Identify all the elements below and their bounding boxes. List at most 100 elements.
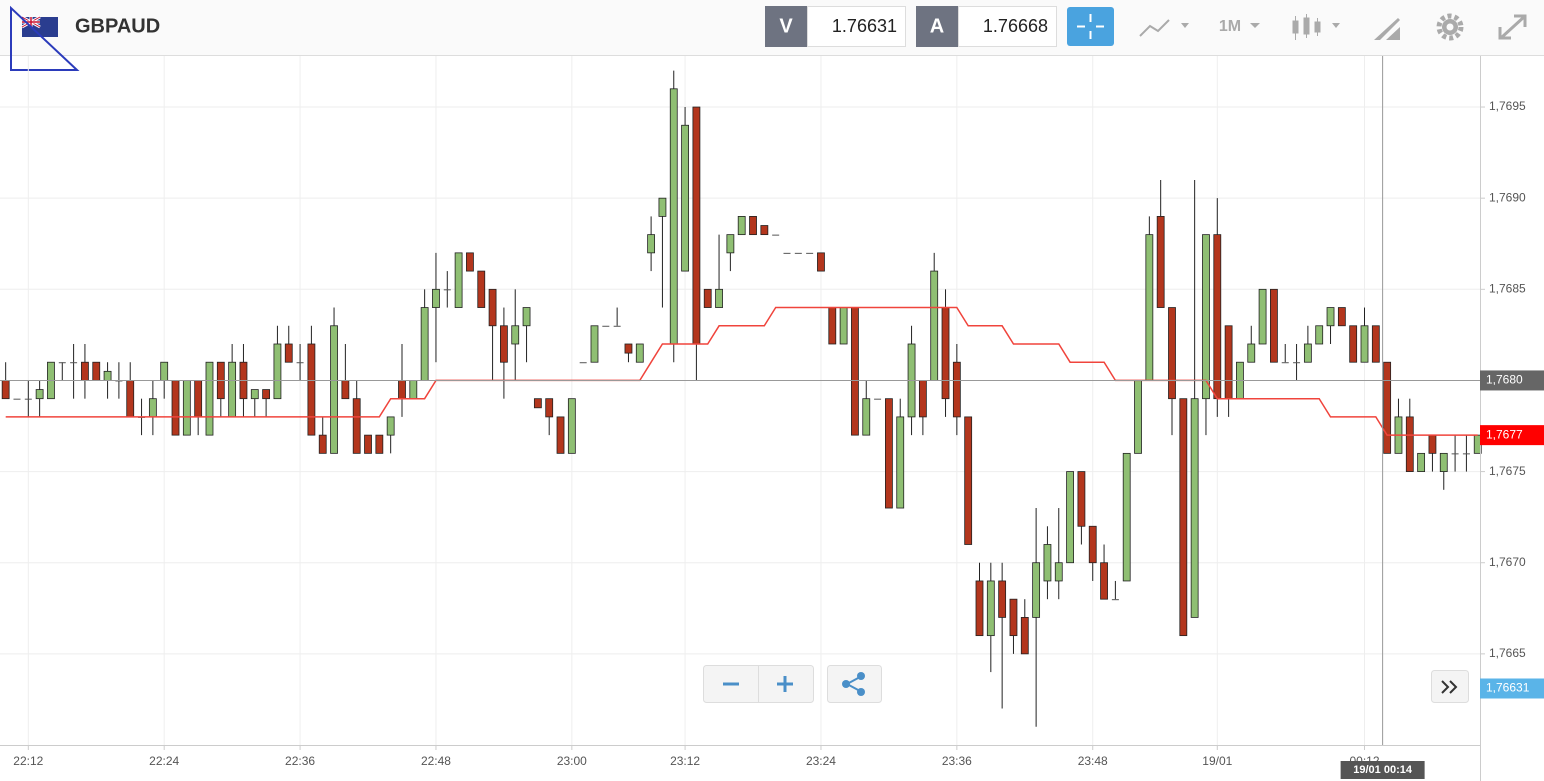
candle-body: [330, 325, 338, 454]
candle-body: [681, 124, 689, 272]
symbol: GBPAUD: [75, 15, 160, 37]
candle-body: [262, 389, 271, 400]
candle-body: [952, 361, 961, 418]
last-price-box: [1480, 425, 1544, 446]
candle-body: [1054, 562, 1063, 582]
ask-price: 1.76668: [983, 16, 1048, 36]
candle-body: [398, 380, 406, 400]
candle-body: [715, 288, 723, 308]
fullscreen-button[interactable]: [1498, 14, 1527, 40]
moving-average: [5, 306, 1478, 436]
candle-body: [1417, 452, 1426, 472]
candle-body: [250, 389, 259, 400]
candle-body: [160, 361, 169, 381]
candle-body: [92, 361, 101, 381]
candle-body: [182, 380, 191, 436]
candle-body: [918, 380, 927, 418]
candle-body: [998, 580, 1007, 618]
x-tick-label: 23:00: [557, 754, 587, 768]
candle-body: [70, 362, 78, 364]
candle-body: [1281, 362, 1289, 364]
candle-body: [1462, 453, 1470, 455]
candle-body: [1111, 599, 1119, 601]
candle-body: [1439, 452, 1448, 472]
x-tick-label: 23:12: [670, 754, 700, 768]
candle-body: [635, 343, 644, 363]
candle-body: [579, 362, 587, 364]
chart-type-button[interactable]: [1139, 19, 1189, 37]
candle-body: [148, 398, 157, 418]
crosshair-button[interactable]: [1067, 7, 1114, 46]
x-tick-label: 19/01: [1202, 754, 1232, 768]
candle-body: [228, 361, 237, 418]
bid-price: 1.76631: [832, 16, 897, 36]
candle-body: [284, 343, 293, 363]
candle-body: [1156, 216, 1165, 308]
candle-body: [296, 362, 304, 364]
candle-body: [567, 398, 576, 454]
x-tick-label: 23:24: [806, 754, 836, 768]
zoom-controls: [703, 665, 882, 703]
candle-body: [1224, 325, 1233, 400]
bid-price-label: 1,76631: [1486, 681, 1530, 695]
ask-box[interactable]: [958, 6, 1057, 47]
y-tick-label: 1,7670: [1489, 555, 1526, 569]
candle-body: [1043, 544, 1052, 582]
candle-body: [545, 398, 554, 418]
candle-body: [1326, 307, 1335, 327]
candle-body: [533, 398, 542, 409]
candle-body: [1213, 234, 1222, 400]
y-tick-label: 1,7690: [1489, 190, 1526, 204]
candle-body: [432, 288, 440, 308]
y-tick-label: 1,7685: [1489, 281, 1526, 295]
candle-body: [1371, 325, 1380, 363]
candle-body: [874, 398, 882, 400]
crosshair-x-label: 19/01 00:14: [1353, 764, 1413, 776]
x-tick-label: 22:12: [13, 754, 43, 768]
candle-body: [772, 234, 780, 236]
candle-body: [420, 307, 429, 381]
scroll-right-button[interactable]: [1431, 670, 1469, 703]
bid-label: V: [779, 15, 793, 37]
candle-body: [364, 434, 372, 454]
candle-body: [500, 325, 508, 363]
crosshair-label-box: [1480, 370, 1544, 391]
candle-body: [986, 580, 995, 637]
candle-body: [1066, 471, 1074, 564]
candle-body: [828, 307, 837, 345]
ask-label: A: [930, 15, 944, 37]
candle-body: [1088, 525, 1097, 564]
candle-body: [1168, 307, 1176, 400]
candle-body: [590, 325, 599, 363]
candle-body: [1, 380, 10, 400]
candle-body: [1315, 325, 1324, 345]
share-button[interactable]: [827, 665, 882, 703]
candle-body: [602, 325, 610, 327]
crosshair-x-label-box: [1340, 761, 1425, 779]
settings-button[interactable]: [1436, 13, 1464, 41]
candle-body: [1383, 361, 1392, 454]
candle-body: [930, 270, 939, 381]
candle-body: [13, 398, 21, 400]
bid-label-box: [765, 6, 807, 47]
candle-body: [58, 362, 66, 364]
candle-body: [862, 398, 871, 436]
last-price-label: 1,7677: [1486, 427, 1523, 441]
candle-style-button[interactable]: [1292, 14, 1340, 40]
timeframe[interactable]: 1M: [1219, 18, 1241, 35]
candle-body: [307, 343, 316, 436]
candle-body: [1247, 343, 1256, 363]
selection-marker: [10, 5, 80, 71]
zoom-in-button[interactable]: [777, 676, 793, 692]
candle-body: [1020, 617, 1029, 655]
candle-body: [409, 380, 418, 400]
candle-body: [454, 252, 463, 308]
candle-body: [273, 343, 282, 400]
drawing-button[interactable]: [1374, 18, 1400, 40]
candle-body: [1179, 398, 1188, 637]
bid-box[interactable]: [807, 6, 906, 47]
candle-body: [443, 289, 451, 291]
candle-body: [669, 88, 678, 345]
candle-body: [1032, 562, 1041, 618]
candle-body: [1428, 434, 1437, 454]
